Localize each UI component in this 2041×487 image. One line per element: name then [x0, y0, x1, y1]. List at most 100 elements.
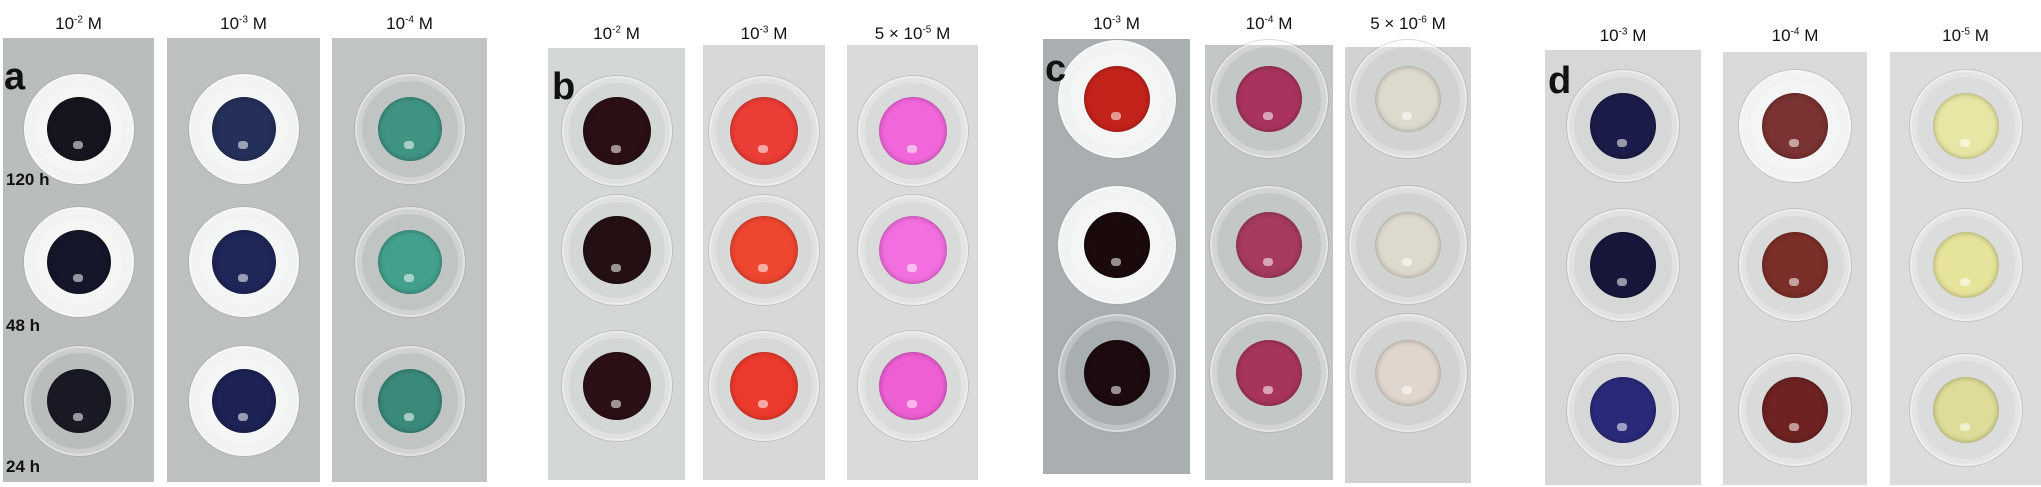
- label-base: 10: [903, 24, 923, 43]
- panel-letter: a: [4, 56, 26, 98]
- well-liquid: [878, 97, 947, 165]
- well-liquid: [1762, 377, 1828, 443]
- label-base: 10: [1093, 14, 1113, 33]
- panel-letter: c: [1045, 48, 1067, 90]
- well-liquid: [46, 230, 111, 294]
- reflection-highlight: [403, 141, 414, 149]
- well-ring: [561, 76, 672, 186]
- well-ring: [709, 195, 819, 305]
- reflection-highlight: [1402, 386, 1412, 394]
- well-ring: [1349, 40, 1467, 158]
- well-ring: [188, 207, 299, 317]
- reflection-highlight: [1789, 139, 1799, 147]
- label-unit: M: [1431, 14, 1446, 33]
- reflection-highlight: [610, 145, 621, 153]
- concentration-label: 10-4 M: [1772, 26, 1819, 46]
- well-liquid: [1083, 212, 1150, 278]
- reflection-highlight: [1263, 112, 1273, 120]
- reflection-highlight: [237, 141, 248, 149]
- well-ring: [1909, 354, 2022, 466]
- well-liquid: [1932, 377, 1999, 443]
- concentration-label: 10-4 M: [386, 14, 433, 34]
- well-ring: [1739, 354, 1851, 466]
- well-ring: [709, 76, 819, 186]
- reflection-highlight: [1110, 386, 1121, 394]
- reflection-highlight: [1110, 112, 1121, 120]
- well-liquid: [1236, 66, 1302, 132]
- well-ring: [1210, 314, 1328, 432]
- reflection-highlight: [1110, 258, 1121, 266]
- well-ring: [354, 346, 465, 456]
- well-liquid: [730, 97, 798, 165]
- well-ring: [709, 331, 819, 441]
- well-liquid: [1932, 93, 1999, 159]
- well-ring: [354, 74, 465, 184]
- well-liquid: [1375, 340, 1441, 406]
- reflection-highlight: [72, 274, 83, 282]
- label-unit: M: [252, 14, 267, 33]
- well-ring: [1057, 314, 1176, 432]
- label-unit: M: [625, 24, 640, 43]
- well-ring: [23, 346, 134, 456]
- reflection-highlight: [1959, 139, 1970, 147]
- well-liquid: [730, 352, 798, 420]
- label-exponent: -3: [239, 14, 248, 26]
- reflection-highlight: [1617, 423, 1627, 431]
- concentration-label: 10-5 M: [1942, 26, 1989, 46]
- concentration-label: 10-3 M: [741, 24, 788, 44]
- label-exponent: -3: [1112, 14, 1121, 26]
- well-ring: [1210, 40, 1328, 158]
- time-label-120h: 120 h: [6, 170, 50, 189]
- well-ring: [1909, 209, 2022, 321]
- label-unit: M: [1278, 14, 1293, 33]
- well-ring: [561, 331, 672, 441]
- reflection-highlight: [610, 264, 621, 272]
- well-liquid: [1375, 212, 1441, 278]
- concentration-label: 10-3 M: [1093, 14, 1140, 34]
- well-ring: [1567, 70, 1679, 182]
- reflection-highlight: [72, 141, 83, 149]
- well-liquid: [211, 230, 276, 294]
- time-label-24h: 24 h: [6, 457, 41, 476]
- reflection-highlight: [403, 274, 414, 282]
- well-ring: [1210, 186, 1328, 304]
- panel-letter: b: [552, 66, 576, 108]
- well-liquid: [878, 216, 947, 284]
- reflection-highlight: [1402, 112, 1412, 120]
- reflection-highlight: [906, 264, 917, 272]
- label-prefix: 5 ×: [874, 24, 899, 43]
- well-ring: [1349, 314, 1467, 432]
- reflection-highlight: [1789, 278, 1799, 286]
- reflection-highlight: [906, 145, 917, 153]
- label-base: 10: [220, 14, 240, 33]
- concentration-label: 10-3 M: [1600, 26, 1647, 46]
- label-prefix: 5 ×: [1370, 14, 1395, 33]
- well-ring: [354, 207, 465, 317]
- well-liquid: [377, 369, 442, 433]
- label-exponent: -5: [1961, 26, 1970, 38]
- label-base: 10: [1245, 14, 1265, 33]
- label-unit: M: [1974, 26, 1989, 45]
- well-ring: [561, 195, 672, 305]
- concentration-label: 10-4 M: [1246, 14, 1293, 34]
- label-unit: M: [936, 24, 951, 43]
- reflection-highlight: [72, 413, 83, 421]
- label-exponent: -2: [74, 14, 83, 26]
- well-liquid: [46, 97, 111, 161]
- well-liquid: [1762, 232, 1828, 298]
- reflection-highlight: [758, 145, 768, 153]
- label-base: 10: [386, 14, 406, 33]
- reflection-highlight: [237, 413, 248, 421]
- well-liquid: [1083, 340, 1150, 406]
- well-ring: [1909, 70, 2022, 182]
- well-liquid: [1236, 212, 1302, 278]
- reflection-highlight: [1959, 423, 1970, 431]
- reflection-highlight: [906, 400, 917, 408]
- reflection-highlight: [1263, 386, 1273, 394]
- well-liquid: [1083, 66, 1150, 132]
- well-ring: [1567, 354, 1679, 466]
- label-base: 10: [55, 14, 75, 33]
- well-ring: [1349, 186, 1467, 304]
- label-unit: M: [87, 14, 102, 33]
- well-liquid: [1590, 377, 1656, 443]
